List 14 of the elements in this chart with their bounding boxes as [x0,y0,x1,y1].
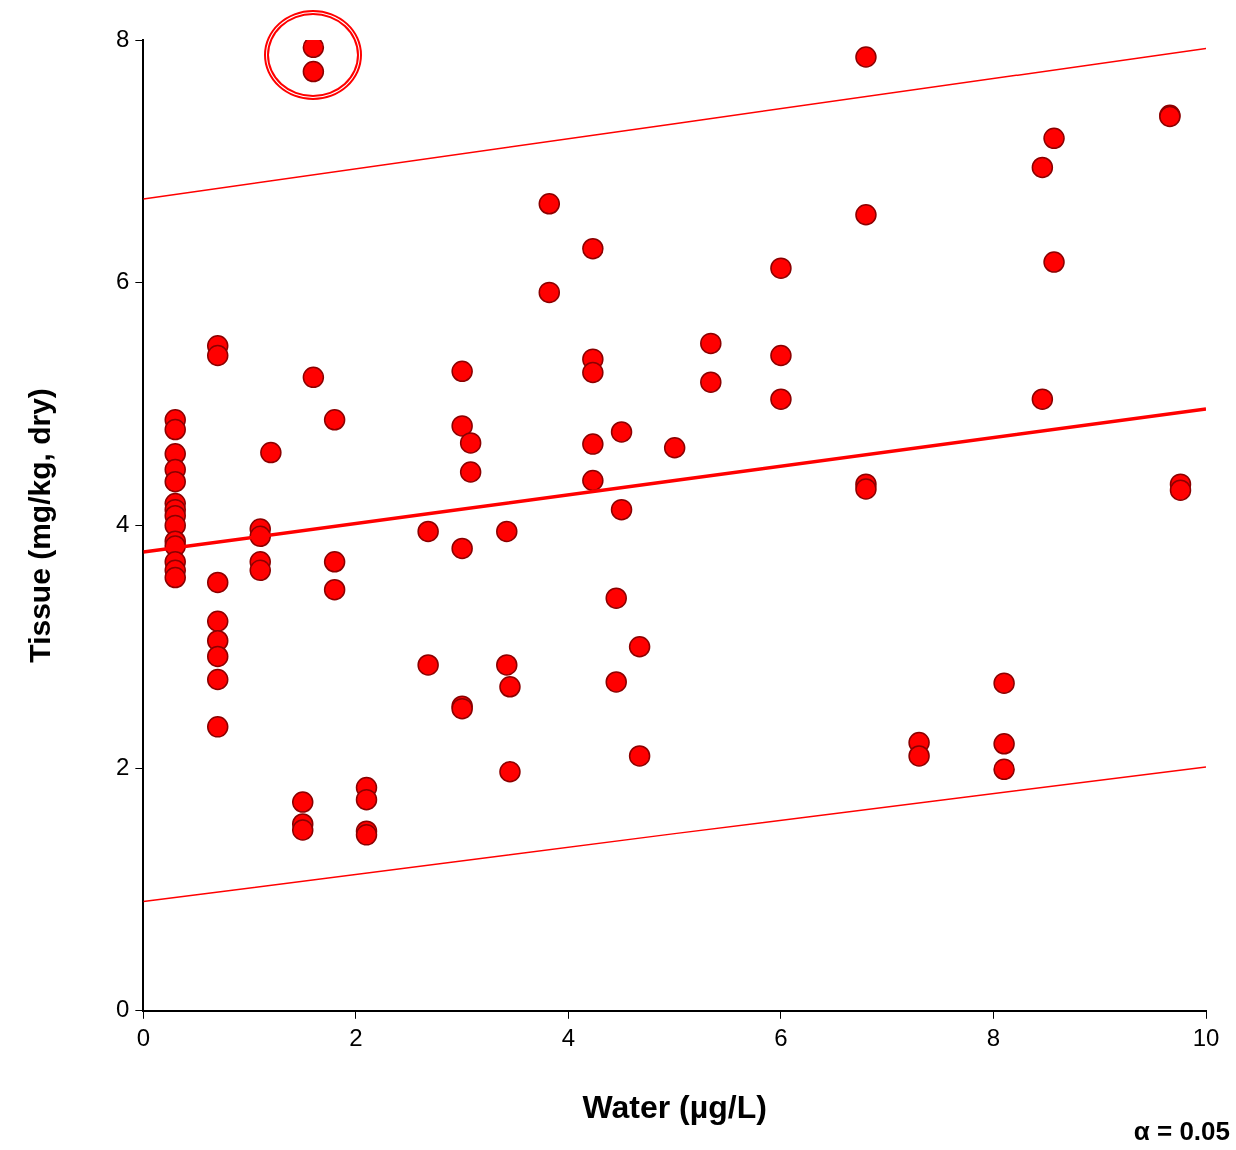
y-axis-title: Tissue (mg/kg, dry) [23,388,57,663]
x-tick-label: 6 [774,1023,788,1051]
x-axis-title: Water (µg/L) [582,1088,767,1125]
y-tick-label: 2 [115,752,130,780]
y-tick-label: 0 [115,995,130,1023]
x-tick-label: 0 [136,1023,151,1051]
x-tick-label: 10 [1192,1023,1220,1051]
x-tick-label: 8 [986,1023,1001,1051]
y-tick-label: 6 [115,267,130,295]
y-tick-label: 4 [115,510,130,538]
x-tick-label: 2 [349,1023,363,1051]
x-tick-label: 4 [561,1023,576,1051]
y-tick-label: 8 [115,24,130,52]
text: α = 0.05 [1133,1116,1230,1147]
